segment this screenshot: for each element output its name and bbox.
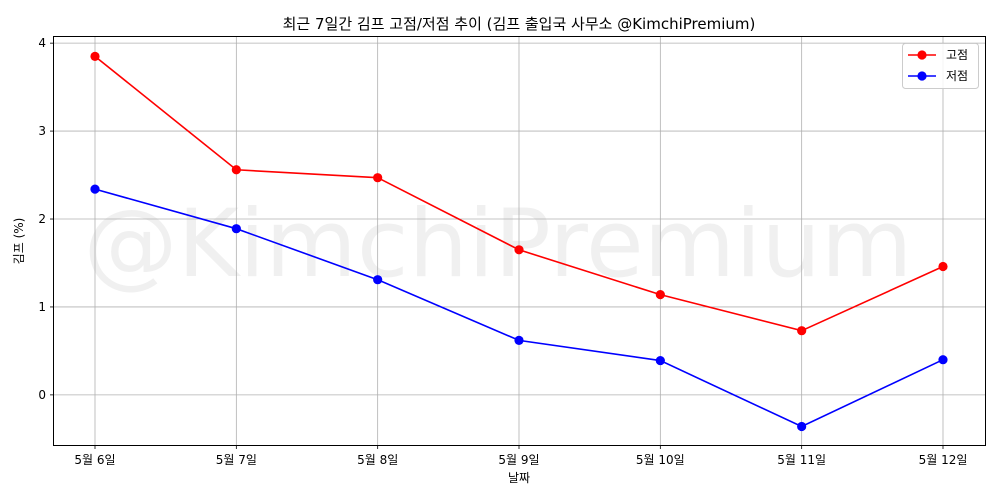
x-axis-label: 날짜 (508, 471, 530, 485)
legend-marker (917, 50, 927, 60)
data-point (231, 165, 241, 175)
legend-label: 저점 (946, 69, 968, 83)
series-layer (90, 51, 948, 432)
data-point (938, 355, 948, 365)
x-tick-label: 5월 8일 (357, 453, 398, 467)
y-tick-label: 0 (38, 388, 46, 402)
series-high (90, 51, 948, 336)
data-point (514, 245, 524, 255)
y-tick-label: 1 (38, 300, 46, 314)
data-point (231, 224, 241, 234)
x-tick-label: 5월 10일 (636, 453, 685, 467)
y-tick-label: 3 (38, 124, 46, 138)
data-point (655, 290, 665, 300)
x-tick-label: 5월 12일 (919, 453, 968, 467)
data-point (373, 275, 383, 285)
x-tick-label: 5월 7일 (216, 453, 257, 467)
x-tick-label: 5월 6일 (74, 453, 115, 467)
data-point (90, 51, 100, 61)
chart-title: 최근 7일간 김프 고점/저점 추이 (김프 출입국 사무소 @KimchiPr… (283, 15, 756, 33)
y-axis-ticks: 0 1 2 3 4 (38, 36, 54, 402)
grid (54, 37, 985, 445)
plot-frame (53, 36, 986, 446)
series-low (90, 184, 948, 432)
data-point (797, 326, 807, 336)
data-point (373, 173, 383, 183)
y-axis-label: 김프 (%) (12, 218, 26, 265)
data-point (655, 355, 665, 366)
data-point (797, 421, 807, 432)
x-axis-ticks: 5월 6일 5월 7일 5월 8일 5월 9일 5월 10일 5월 11일 5월 12일 (74, 445, 967, 467)
legend-label: 고점 (946, 48, 968, 62)
data-point (90, 184, 100, 194)
legend-marker (917, 71, 927, 81)
watermark: @KimchiPremium (84, 190, 913, 299)
x-tick-label: 5월 11일 (777, 453, 826, 467)
data-point (938, 261, 948, 272)
y-tick-label: 4 (38, 36, 46, 50)
data-point (514, 335, 524, 345)
y-tick-label: 2 (38, 212, 46, 226)
x-tick-label: 5월 9일 (498, 453, 539, 467)
